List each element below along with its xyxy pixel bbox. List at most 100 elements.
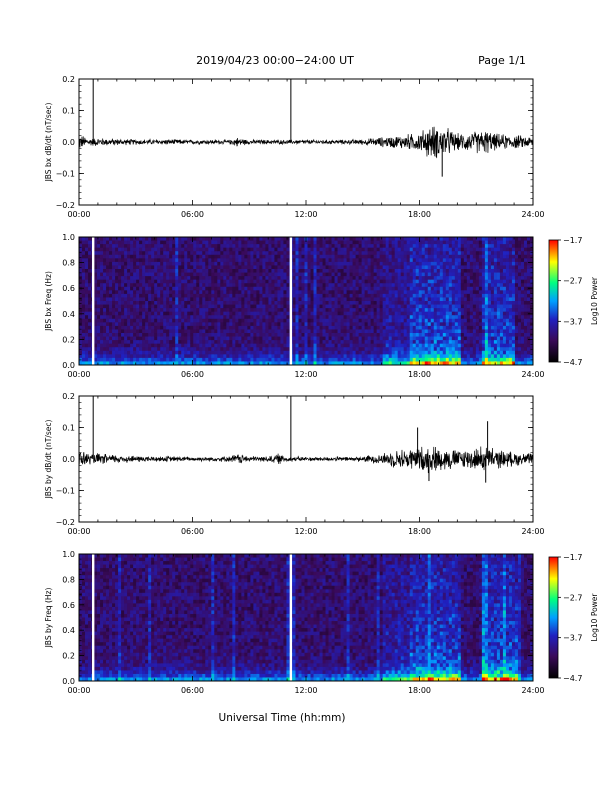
spectrogram-cell [460, 293, 465, 298]
spectrogram-cell [415, 308, 420, 313]
spectrogram-cell [286, 247, 290, 252]
spectrogram-cell [247, 304, 251, 309]
spectrogram-cell [208, 325, 212, 330]
spectrogram-cell [121, 361, 125, 366]
spectrogram-cell [463, 308, 468, 313]
spectrogram-cell [277, 347, 281, 352]
spectrogram-cell [436, 315, 441, 320]
spectrogram-cell [439, 357, 444, 362]
spectrogram-cell [400, 237, 405, 241]
spectrogram-cell [475, 361, 480, 366]
spectrogram-cell [163, 357, 167, 362]
spectrogram-cell [304, 269, 308, 273]
spectrogram-cell [319, 354, 323, 359]
spectrogram-cell [382, 304, 387, 309]
spectrogram-cell [121, 276, 125, 281]
spectrogram-cell [172, 354, 176, 359]
spectrogram-cell [451, 336, 456, 341]
spectrogram-cell [181, 244, 185, 249]
spectrogram-cell [166, 361, 170, 366]
spectrogram-cell [412, 237, 417, 241]
spectrogram-cell [193, 240, 197, 245]
spectrogram-cell [385, 247, 390, 252]
spectrogram-cell [307, 272, 311, 277]
spectrogram-cell [424, 350, 429, 355]
spectrogram-cell [187, 272, 191, 277]
spectrogram-cell [94, 276, 98, 281]
spectrogram-cell [88, 279, 92, 284]
spectrogram-cell [205, 347, 209, 352]
spectrogram-cell [190, 258, 194, 263]
spectrogram-cell [418, 318, 423, 323]
spectrogram-cell [463, 357, 468, 362]
spectrogram-cell [355, 265, 360, 270]
spectrogram-cell [94, 308, 98, 313]
spectrogram-cell [130, 247, 134, 252]
spectrogram-cell [160, 301, 164, 305]
spectrogram-cell [442, 350, 447, 355]
spectrogram-cell [232, 333, 236, 337]
spectrogram-cell [151, 325, 155, 330]
spectrogram-cell [154, 269, 158, 273]
spectrogram-cell [382, 301, 387, 305]
spectrogram-cell [178, 333, 182, 337]
spectrogram-cell [139, 240, 143, 245]
spectrogram-cell [361, 283, 366, 288]
spectrogram-cell [292, 244, 296, 249]
spectrogram-cell [283, 283, 287, 288]
spectrogram-cell [283, 297, 287, 302]
spectrogram-cell [343, 322, 347, 327]
spectrogram-cell [154, 265, 158, 270]
spectrogram-cell [241, 357, 245, 362]
spectrogram-cell [169, 336, 173, 341]
spectrogram-cell [409, 322, 414, 327]
spectrogram-cell [205, 325, 209, 330]
spectrogram-cell [172, 343, 176, 348]
spectrogram-cell [286, 261, 290, 266]
spectrogram-cell [85, 272, 89, 277]
spectrogram-cell [373, 251, 378, 256]
spectrogram-cells [79, 237, 534, 366]
spectrogram-cell [349, 354, 354, 359]
spectrogram-cell [301, 308, 305, 313]
spectrogram-cell [328, 265, 332, 270]
spectrogram-cell [424, 340, 429, 345]
spectrogram-cell [88, 276, 92, 281]
spectrogram-cell [88, 283, 92, 288]
spectrogram-cell [109, 265, 113, 270]
spectrogram-cell [376, 272, 381, 277]
spectrogram-cell [157, 240, 161, 245]
spectrogram-cell [223, 329, 227, 334]
spectrogram-cell [217, 304, 221, 309]
spectrogram-cell [442, 279, 447, 284]
spectrogram-cell [469, 308, 474, 313]
spectrogram-cell [127, 308, 131, 313]
spectrogram-cell [352, 361, 357, 366]
spectrogram-cell [250, 311, 254, 316]
spectrogram-cell [352, 350, 357, 355]
spectrogram-cell [301, 343, 305, 348]
spectrogram-cell [394, 279, 399, 284]
spectrogram-cell [202, 315, 206, 320]
spectrogram-cell [451, 361, 456, 366]
spectrogram-cell [349, 311, 354, 316]
spectrogram-cell [82, 315, 86, 320]
spectrogram-cell [142, 347, 146, 352]
spectrogram-cell [304, 336, 308, 341]
spectrogram-cell [376, 308, 381, 313]
spectrogram-cell [439, 333, 444, 337]
spectrogram-cell [412, 336, 417, 341]
spectrogram-cell [229, 350, 233, 355]
spectrogram-cell [481, 301, 486, 305]
spectrogram-cell [259, 357, 263, 362]
spectrogram-cell [214, 304, 218, 309]
spectrogram-cell [334, 325, 338, 330]
spectrogram-cell [214, 347, 218, 352]
spectrogram-cell [307, 261, 311, 266]
spectrogram-cell [379, 329, 384, 334]
spectrogram-cell [418, 244, 423, 249]
spectrogram-cell [460, 336, 465, 341]
spectrogram-cell [202, 357, 206, 362]
spectrogram-cell [379, 347, 384, 352]
spectrogram-cell [340, 322, 344, 327]
